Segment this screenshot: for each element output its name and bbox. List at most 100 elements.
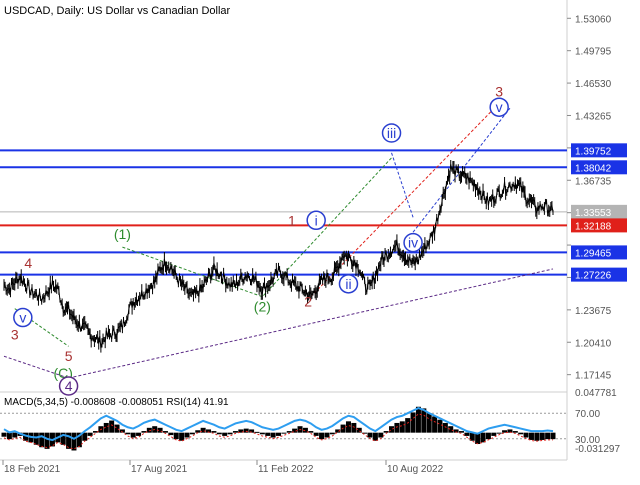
macd-histogram-bar — [313, 432, 319, 436]
macd-histogram-bar — [372, 432, 378, 441]
level-tag-label: 1.32188 — [575, 221, 612, 232]
macd-histogram-bar — [367, 432, 373, 438]
price-tick-label: 1.49795 — [575, 47, 612, 58]
wave-label: 5 — [65, 348, 73, 364]
macd-histogram-bar — [480, 432, 486, 443]
macd-histogram-bar — [71, 432, 77, 451]
macd-histogram-bar — [426, 413, 432, 433]
wave-label-circle — [381, 123, 402, 143]
macd-histogram-bar — [507, 429, 513, 433]
level-tag-label: 1.29465 — [575, 248, 612, 259]
macd-histogram-bar — [286, 431, 292, 433]
price-tick-label: 1.23675 — [575, 306, 612, 317]
macd-histogram-bar — [459, 431, 464, 433]
macd-histogram-bar — [410, 412, 416, 433]
level-tag — [571, 218, 627, 233]
price-tick-label: 1.43265 — [575, 111, 612, 122]
macd-histogram-bar — [389, 426, 395, 433]
macd-signal-line — [3, 413, 553, 450]
macd-histogram-bar — [39, 432, 45, 448]
macd-histogram-bar — [399, 421, 405, 433]
price-line — [3, 164, 554, 349]
wave-label: (1) — [114, 226, 131, 242]
macd-histogram-bar — [437, 419, 443, 433]
macd-histogram-bar — [281, 432, 287, 434]
macd-histogram-bar — [114, 424, 120, 433]
level-tag — [571, 267, 627, 282]
wave-line — [391, 152, 414, 218]
level-tag-label: 1.27226 — [575, 271, 612, 282]
macd-histogram-bar — [324, 432, 330, 438]
macd-histogram-bar — [491, 432, 497, 436]
macd-histogram-bar — [249, 429, 255, 433]
macd-histogram-bar — [335, 429, 341, 433]
rsi-line — [3, 406, 554, 442]
macd-histogram-bar — [292, 428, 298, 433]
price-tick-label: 1.20410 — [575, 338, 612, 349]
wave-label-circle — [403, 232, 423, 253]
wave-label-circle — [13, 307, 33, 328]
wave-label: ii — [345, 276, 351, 292]
macd-histogram-bar — [432, 416, 438, 433]
date-label: 10 Aug 2022 — [387, 464, 444, 475]
macd-histogram-bar — [464, 432, 470, 436]
macd-histogram-bar — [319, 432, 325, 440]
macd-histogram-bar — [485, 432, 491, 440]
wave-label: iii — [387, 125, 396, 141]
level-tag-label: 1.39752 — [575, 146, 612, 157]
macd-histogram-bar — [189, 432, 195, 435]
macd-histogram-bar — [405, 418, 411, 433]
wave-label: 3 — [11, 326, 19, 342]
wave-line — [310, 102, 500, 298]
macd-histogram-bar — [93, 431, 98, 433]
macd-histogram-bar — [345, 421, 351, 433]
date-label: 18 Feb 2021 — [4, 464, 61, 475]
wave-line — [412, 107, 511, 233]
macd-histogram-bar — [254, 431, 260, 433]
chart-title: USDCAD, Daily: US Dollar vs Canadian Dol… — [4, 5, 231, 17]
price-tick-label: 1.17145 — [575, 371, 612, 382]
macd-histogram-bar — [351, 422, 357, 433]
macd-histogram-bar — [179, 432, 185, 441]
macd-histogram-bar — [448, 426, 454, 433]
level-tag — [571, 245, 627, 260]
macd-histogram-bar — [243, 428, 249, 433]
macd-histogram-bar — [528, 432, 534, 440]
macd-histogram-bar — [518, 432, 524, 435]
macd-histogram-bar — [12, 432, 18, 438]
macd-histogram-bar — [523, 432, 529, 438]
macd-histogram-bar — [550, 432, 556, 440]
wave-label: 1 — [288, 212, 296, 228]
level-tag-label: 1.38042 — [575, 163, 612, 174]
indicator-axis-label: 0.047781 — [575, 388, 617, 399]
wave-label: v — [496, 99, 503, 115]
macd-histogram-bar — [206, 429, 212, 433]
macd-histogram-bar — [227, 432, 233, 435]
macd-histogram-bar — [502, 430, 508, 433]
date-label: 11 Feb 2022 — [258, 464, 314, 475]
macd-histogram-bar — [222, 432, 228, 436]
macd-histogram-bar — [265, 432, 271, 436]
wave-label: 4 — [24, 255, 32, 271]
wave-label: i — [315, 212, 318, 228]
macd-histogram-bar — [141, 431, 147, 433]
wave-label: 2 — [304, 294, 312, 310]
macd-histogram-bar — [394, 422, 400, 433]
macd-histogram-bar — [238, 429, 244, 433]
wave-label-circle — [338, 274, 359, 294]
macd-histogram-bar — [415, 406, 421, 433]
price-tick-label: 1.53060 — [575, 14, 612, 25]
level-tag — [571, 204, 627, 219]
wave-label: v — [19, 310, 26, 326]
wave-label-circle — [489, 97, 509, 117]
macd-histogram-bar — [130, 432, 136, 438]
macd-histogram-bar — [356, 427, 362, 433]
wave-line — [3, 355, 69, 379]
macd-histogram-bar — [200, 427, 206, 433]
price-tick-label: 1.36735 — [575, 176, 612, 187]
wave-label: 3 — [495, 83, 503, 99]
macd-histogram-bar — [276, 432, 281, 436]
macd-histogram-bar — [162, 431, 168, 433]
